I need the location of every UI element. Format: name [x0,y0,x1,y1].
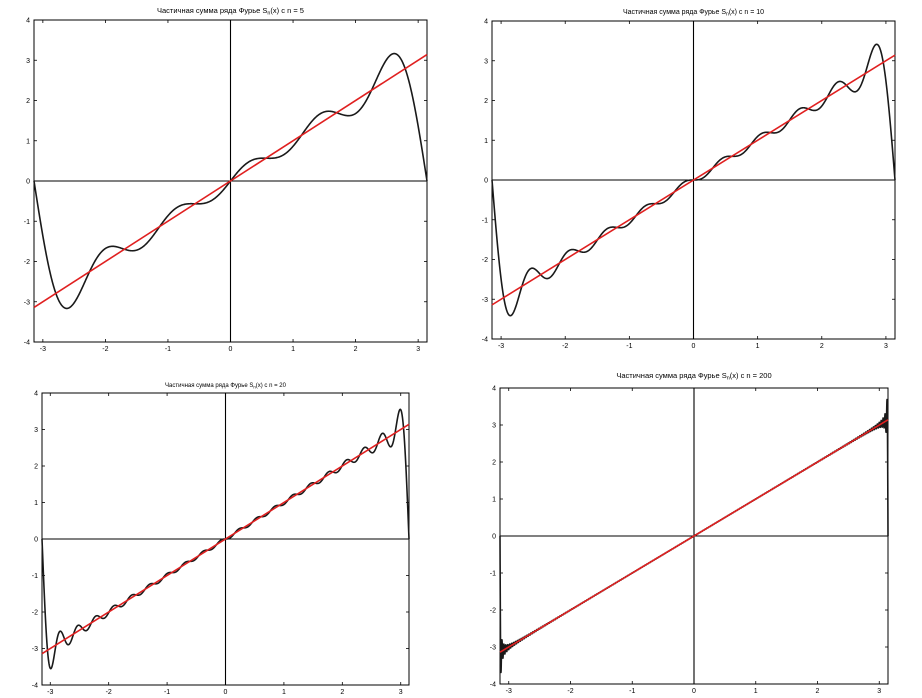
chart-n200-xtick-label: 2 [816,688,820,695]
chart-n20-xtick-label: -2 [106,689,112,696]
chart-n5: Частичная сумма ряда Фурье Sn(x) с n = 5… [0,0,460,353]
chart-n200-xtick-label: -1 [629,688,635,695]
chart-n10-title: Частичная сумма ряда Фурье Sn(x) с n = 1… [623,9,764,18]
chart-n200-ytick-label: -4 [490,682,496,689]
chart-n20-ytick-label: -2 [32,610,38,617]
chart-n10-function-line [491,54,896,306]
chart-n5-ytick-label: 1 [26,138,30,145]
chart-n5-xtick-label: -1 [165,346,171,353]
chart-n200-ytick-label: 0 [492,534,496,541]
chart-n20-svg: Частичная сумма ряда Фурье Sn(x) с n = 2… [32,383,410,696]
chart-n20-title: Частичная сумма ряда Фурье Sn(x) с n = 2… [165,383,287,390]
chart-n10-xtick-label: 3 [884,343,888,350]
chart-n20: Частичная сумма ряда Фурье Sn(x) с n = 2… [0,350,460,698]
chart-n20-xtick-label: 2 [340,689,344,696]
chart-n10-ytick-label: -2 [482,257,488,264]
chart-n200-xtick-label: 0 [692,688,696,695]
chart-n20-xtick-label: 1 [282,689,286,696]
chart-n200-function-line [499,419,889,653]
chart-n10-ytick-label: 2 [484,98,488,105]
chart-n20-ytick-label: 4 [34,391,38,398]
chart-n5-xtick-label: 2 [354,346,358,353]
chart-n10: Частичная сумма ряда Фурье Sn(x) с n = 1… [462,0,922,350]
chart-n5-xtick-label: 0 [229,346,233,353]
chart-n5-ytick-label: 4 [26,18,30,25]
chart-n200-ytick-label: -3 [490,645,496,652]
chart-n200-svg: Частичная сумма ряда Фурье Sn(x) с n = 2… [490,371,889,695]
chart-n200: Частичная сумма ряда Фурье Sn(x) с n = 2… [462,350,922,698]
chart-n10-ytick-label: 1 [484,138,488,145]
chart-n5-xtick-label: -2 [102,346,108,353]
chart-n200-ytick-label: 4 [492,386,496,393]
chart-n200-ytick-label: -2 [490,608,496,615]
chart-n200-ytick-label: 3 [492,423,496,430]
chart-n10-xtick-label: 2 [820,343,824,350]
chart-n20-ytick-label: 2 [34,464,38,471]
chart-n5-ytick-label: -1 [24,219,30,226]
chart-n10-svg: Частичная сумма ряда Фурье Sn(x) с n = 1… [482,9,896,350]
chart-n5-title: Частичная сумма ряда Фурье Sn(x) с n = 5 [157,6,304,17]
chart-n20-ytick-label: 1 [34,500,38,507]
chart-n5-ytick-label: -3 [24,299,30,306]
chart-n200-ytick-label: 1 [492,497,496,504]
chart-n10-ytick-label: 3 [484,58,488,65]
chart-n5-ytick-label: -4 [24,340,30,347]
chart-n20-ytick-label: -1 [32,573,38,580]
chart-n200-title: Частичная сумма ряда Фурье Sn(x) с n = 2… [616,371,771,382]
chart-n20-function-line [41,423,410,655]
chart-n5-xtick-label: -3 [40,346,46,353]
chart-n10-xtick-label: -1 [626,343,632,350]
chart-n10-xtick-label: 1 [756,343,760,350]
chart-n5-function-line [33,53,428,309]
chart-n10-xtick-label: -3 [498,343,504,350]
chart-n200-xtick-label: -3 [506,688,512,695]
chart-n200-xtick-label: 3 [877,688,881,695]
chart-n10-ytick-label: 0 [484,178,488,185]
chart-n5-ytick-label: 3 [26,58,30,65]
chart-n5-ytick-label: 0 [26,179,30,186]
chart-n10-xtick-label: -2 [562,343,568,350]
chart-n20-xtick-label: 0 [224,689,228,696]
chart-n5-ytick-label: -2 [24,259,30,266]
chart-n5-xtick-label: 1 [291,346,295,353]
chart-n10-xtick-label: 0 [692,343,696,350]
chart-n10-ytick-label: 4 [484,19,488,26]
chart-n200-ytick-label: -1 [490,571,496,578]
chart-n20-xtick-label: 3 [399,689,403,696]
chart-n10-ytick-label: -3 [482,297,488,304]
chart-n20-xtick-label: -1 [164,689,170,696]
chart-n20-ytick-label: 0 [34,537,38,544]
chart-n20-ytick-label: 3 [34,427,38,434]
chart-n10-ytick-label: -1 [482,217,488,224]
chart-n5-svg: Частичная сумма ряда Фурье Sn(x) с n = 5… [24,6,428,353]
chart-n200-xtick-label: -2 [567,688,573,695]
chart-n200-ytick-label: 2 [492,460,496,467]
chart-n20-xtick-label: -3 [47,689,53,696]
chart-n20-ytick-label: -4 [32,683,38,690]
chart-n20-ytick-label: -3 [32,646,38,653]
chart-n200-xtick-label: 1 [754,688,758,695]
chart-n5-xtick-label: 3 [416,346,420,353]
chart-n10-ytick-label: -4 [482,337,488,344]
chart-n5-ytick-label: 2 [26,98,30,105]
